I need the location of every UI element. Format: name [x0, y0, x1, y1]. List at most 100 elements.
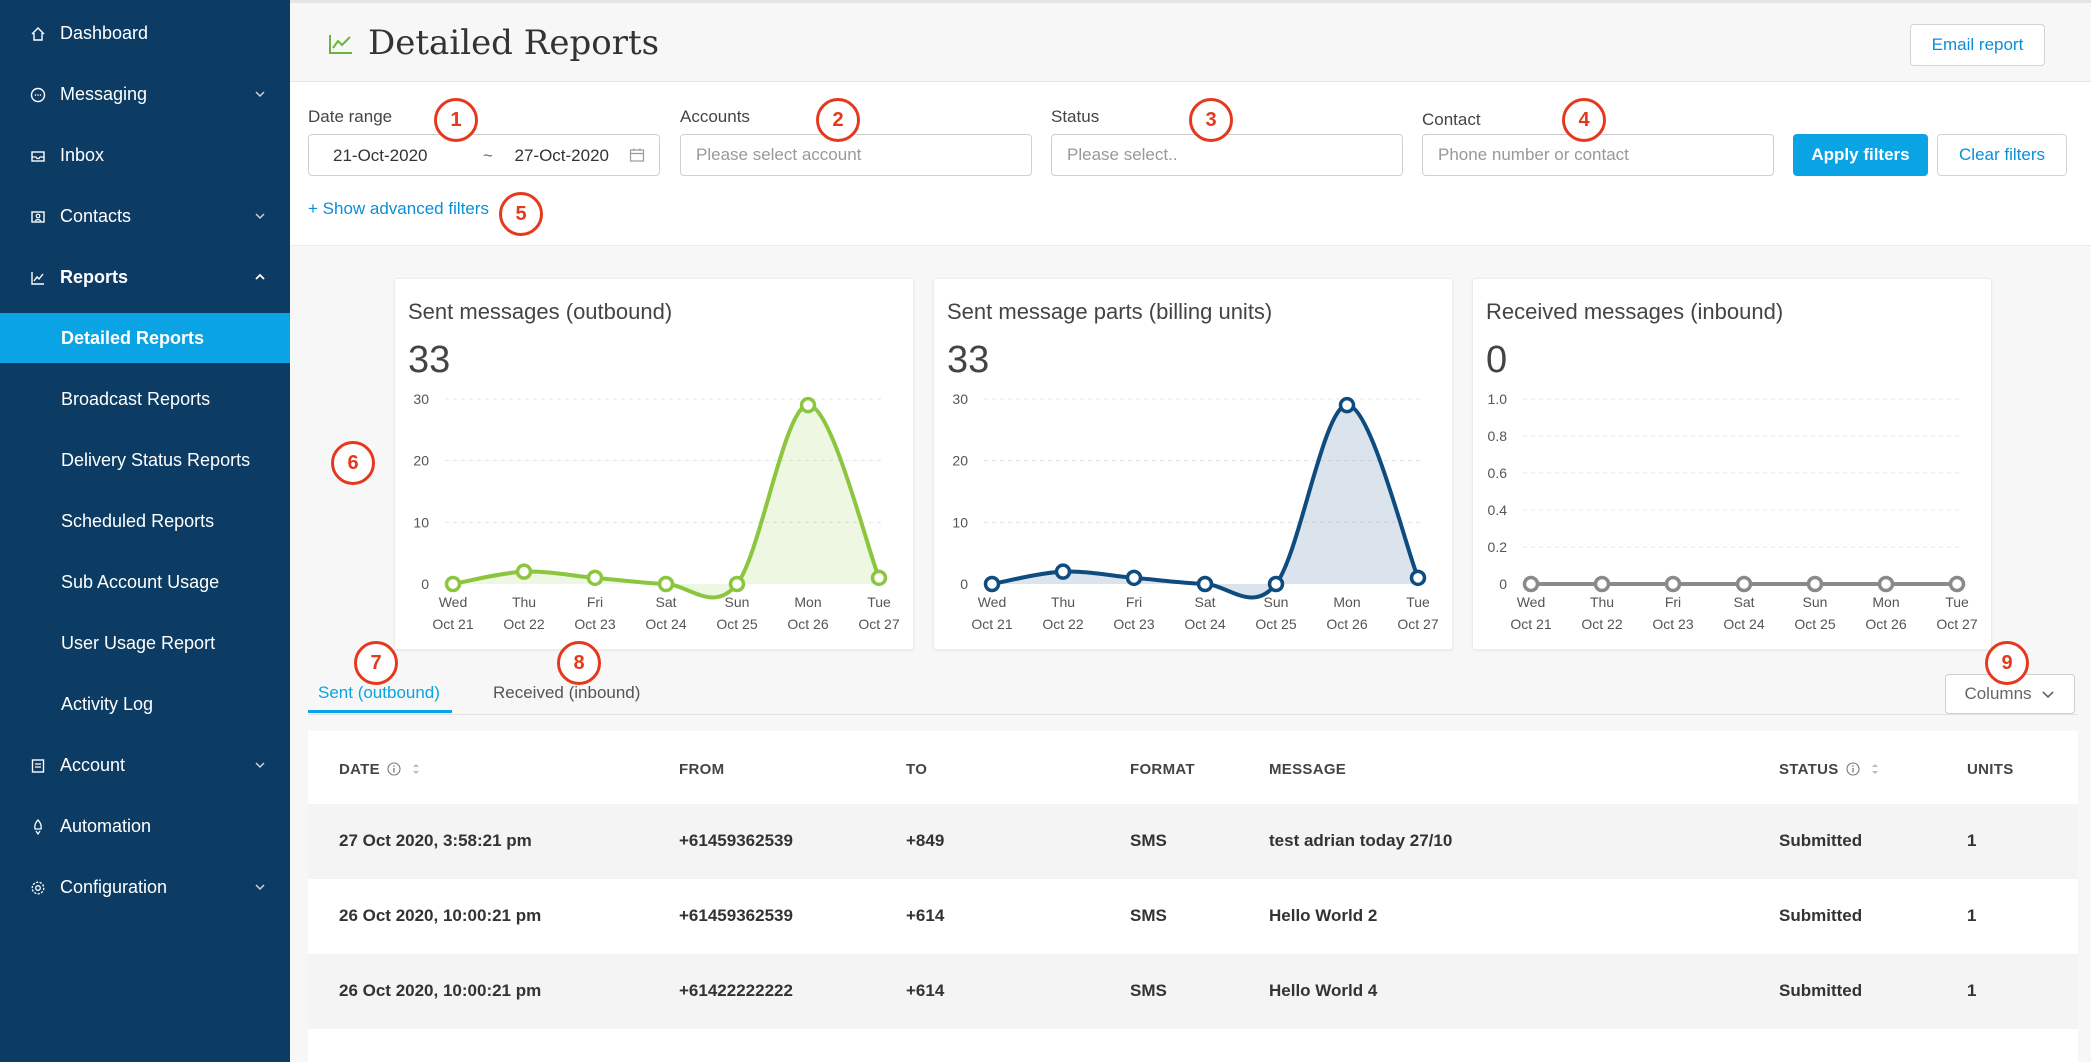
x-tick-label: Oct 22: [503, 616, 544, 632]
sidebar-item-reports[interactable]: Reports: [0, 247, 290, 308]
date-from-value: 21-Oct-2020: [333, 146, 428, 165]
show-advanced-filters-link[interactable]: + Show advanced filters: [308, 199, 489, 218]
series-area: [992, 405, 1418, 598]
chart-total: 33: [947, 339, 990, 381]
chart-title: Received messages (inbound): [1486, 299, 1784, 324]
x-tick-label: Oct 25: [716, 616, 757, 632]
cell-units: 1: [1967, 981, 1977, 1000]
x-tick-label: Tue: [867, 594, 891, 610]
x-tick-label: Tue: [1406, 594, 1430, 610]
chart-icon: [30, 270, 46, 286]
sidebar-subitem-broadcast-reports[interactable]: Broadcast Reports: [61, 388, 211, 409]
cell-from: +61459362539: [679, 831, 793, 850]
chat-icon: [30, 87, 46, 103]
x-tick-label: Thu: [512, 594, 536, 610]
sidebar-item-dashboard[interactable]: Dashboard: [0, 3, 290, 64]
contacts-icon: [30, 209, 46, 225]
status-label: Status: [1051, 107, 1100, 126]
sidebar-item-automation[interactable]: Automation: [0, 796, 290, 857]
x-tick-label: Oct 22: [1042, 616, 1083, 632]
sidebar-item-inbox[interactable]: Inbox: [0, 125, 290, 186]
data-point: [1054, 563, 1072, 580]
chart-total: 0: [1486, 339, 1508, 381]
cell-format: SMS: [1130, 906, 1167, 925]
x-tick-label: Oct 24: [645, 616, 686, 632]
table-row[interactable]: 27 Oct 2020, 3:58:21 pm +61459362539 +84…: [308, 804, 2078, 879]
cell-status: Submitted: [1779, 906, 1863, 925]
sidebar-subitem-user-usage-report[interactable]: User Usage Report: [61, 632, 216, 653]
account-icon: [30, 758, 46, 774]
data-point: [1267, 575, 1285, 593]
column-header-status[interactable]: STATUS: [1779, 761, 1880, 778]
column-header-date[interactable]: DATE: [339, 761, 421, 778]
x-tick-label: Sat: [1733, 594, 1754, 610]
date-separator: ~: [483, 146, 493, 165]
data-point: [1877, 575, 1895, 593]
home-icon: [30, 26, 46, 42]
sidebar: Dashboard Messaging Inbox Contacts Repor…: [0, 0, 290, 1062]
x-tick-label: Sat: [655, 594, 676, 610]
info-icon[interactable]: [1846, 762, 1860, 776]
annotation-badge: 4: [1562, 98, 1606, 142]
calendar-icon: [629, 148, 645, 162]
y-tick-label: 0.4: [1488, 502, 1508, 518]
email-report-button[interactable]: Email report: [1910, 24, 2045, 66]
table-row[interactable]: 26 Oct 2020, 10:00:21 pm +61459362539 +6…: [308, 879, 2078, 954]
x-tick-label: Oct 23: [1113, 616, 1154, 632]
sidebar-subitem-activity-log[interactable]: Activity Log: [61, 693, 154, 714]
y-tick-label: 0: [960, 576, 968, 592]
sidebar-item-label: Reports: [60, 267, 129, 287]
cell-to: +849: [906, 831, 945, 850]
annotation-badge: 3: [1189, 98, 1233, 142]
cell-from: +61422222222: [679, 981, 793, 1000]
sidebar-item-messaging[interactable]: Messaging: [0, 64, 290, 125]
y-tick-label: 30: [952, 391, 968, 407]
apply-filters-button[interactable]: Apply filters: [1793, 134, 1928, 176]
accounts-label: Accounts: [680, 107, 750, 126]
sidebar-item-label: Messaging: [60, 84, 148, 104]
contact-input[interactable]: Phone number or contact: [1422, 134, 1774, 176]
y-tick-label: 0.2: [1488, 539, 1508, 555]
x-tick-label: Mon: [794, 594, 821, 610]
x-tick-label: Oct 27: [1397, 616, 1438, 632]
cell-format: SMS: [1130, 831, 1167, 850]
x-tick-label: Oct 21: [1510, 616, 1551, 632]
tab-received-inbound[interactable]: Received (inbound): [493, 683, 641, 702]
contact-placeholder: Phone number or contact: [1438, 145, 1629, 164]
sidebar-subitem-scheduled-reports[interactable]: Scheduled Reports: [61, 510, 215, 531]
y-tick-label: 20: [413, 453, 429, 469]
sidebar-item-contacts[interactable]: Contacts: [0, 186, 290, 247]
annotation-badge: 5: [499, 192, 543, 236]
table-row[interactable]: 26 Oct 2020, 10:00:21 pm +61422222222 +6…: [308, 954, 2078, 1029]
cell-status: Submitted: [1779, 981, 1863, 1000]
accounts-placeholder: Please select account: [696, 145, 862, 164]
date-range-picker[interactable]: 21-Oct-2020 ~ 27-Oct-2020: [308, 134, 660, 176]
sidebar-subitem-delivery-status-reports[interactable]: Delivery Status Reports: [61, 449, 251, 470]
status-select[interactable]: Please select..: [1051, 134, 1403, 176]
series-line: [991, 403, 1420, 600]
y-tick-label: 10: [413, 514, 429, 530]
x-tick-label: Oct 27: [858, 616, 899, 632]
clear-filters-button[interactable]: Clear filters: [1937, 134, 2067, 176]
x-tick-label: Oct 24: [1184, 616, 1225, 632]
sidebar-item-account[interactable]: Account: [0, 735, 290, 796]
cell-date: 26 Oct 2020, 10:00:21 pm: [339, 981, 542, 1000]
sort-icon[interactable]: [1870, 761, 1880, 777]
sidebar-item-label: Contacts: [60, 206, 132, 226]
x-tick-label: Oct 25: [1794, 616, 1835, 632]
sort-icon[interactable]: [411, 761, 421, 777]
accounts-select[interactable]: Please select account: [680, 134, 1032, 176]
contact-label: Contact: [1422, 110, 1481, 129]
x-tick-label: Sun: [1264, 594, 1289, 610]
sidebar-item-configuration[interactable]: Configuration: [0, 857, 290, 918]
data-point: [515, 563, 533, 580]
info-icon[interactable]: [387, 762, 401, 776]
x-tick-label: Mon: [1333, 594, 1360, 610]
sidebar-subitem-detailed-reports[interactable]: Detailed Reports: [0, 313, 290, 363]
data-point: [1522, 575, 1540, 593]
sidebar-subitem-sub-account-usage[interactable]: Sub Account Usage: [61, 571, 220, 592]
chart-card-sent-messages: Sent messages (outbound) 33 30 20 10 0 Wed Oc…: [394, 278, 914, 650]
annotation-badge: 2: [816, 98, 860, 142]
chart-card-received-messages: Received messages (inbound) 0 1.0 0.8 0.6 0…: [1472, 278, 1992, 650]
tab-sent-outbound[interactable]: Sent (outbound): [318, 683, 440, 702]
